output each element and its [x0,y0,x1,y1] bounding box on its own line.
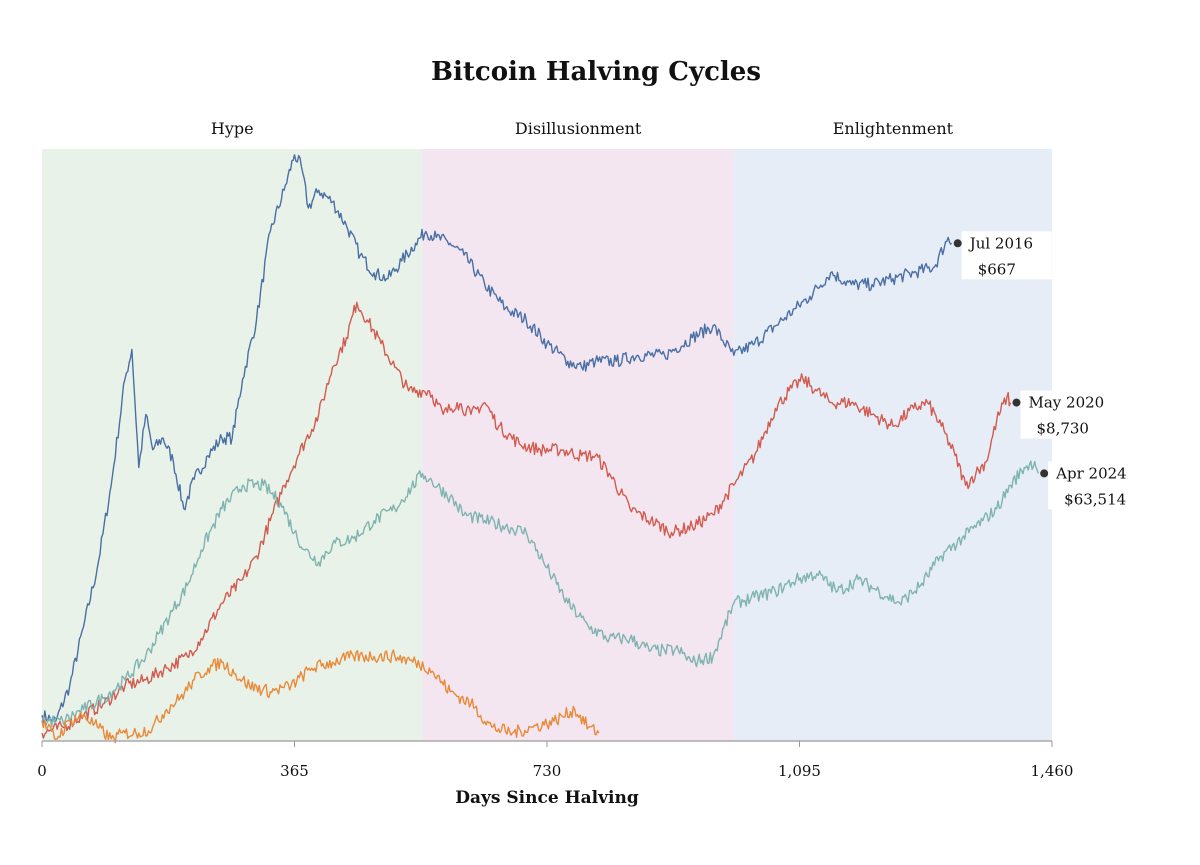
x-axis-ticks: 0 365 730 1,095 1,460 [37,741,1073,780]
end-marker [953,239,962,248]
end-label-date: May 2020 [1028,394,1104,412]
series-line [41,460,1039,728]
phase-band [422,149,734,741]
end-label-box [1048,461,1139,510]
series-line [41,301,1012,739]
series-line [41,649,600,744]
chart-title: Bitcoin Halving Cycles [431,57,761,87]
series-line [41,154,953,724]
x-tick-label: 0 [37,762,47,780]
end-label-price: $63,514 [1064,490,1126,508]
phase-band [42,149,423,741]
x-tick-label: 730 [533,762,562,780]
phase-label: Enlightenment [833,119,954,138]
end-labels: Jul 2016 $667 May 2020 $8,730 Apr 2024 $63,51… [953,231,1139,510]
x-tick-label: 1,095 [778,762,821,780]
end-label-box [961,231,1052,280]
phase-bands [42,149,1052,741]
end-label-price: $8,730 [1036,420,1089,438]
end-label-price: $667 [978,260,1016,278]
end-marker [1040,469,1049,478]
x-axis-title: Days Since Halving [455,788,639,808]
phase-label: Disillusionment [515,119,642,138]
x-tick-label: 1,460 [1031,762,1074,780]
series-group [41,154,1039,744]
end-marker [1012,398,1021,407]
end-label-date: Apr 2024 [1055,464,1127,482]
end-label-box [1020,390,1111,439]
phase-labels: Hype Disillusionment Enlightenment [211,119,954,138]
end-label-date: Jul 2016 [968,234,1033,252]
phase-label: Hype [211,119,254,138]
x-tick-label: 365 [280,762,309,780]
